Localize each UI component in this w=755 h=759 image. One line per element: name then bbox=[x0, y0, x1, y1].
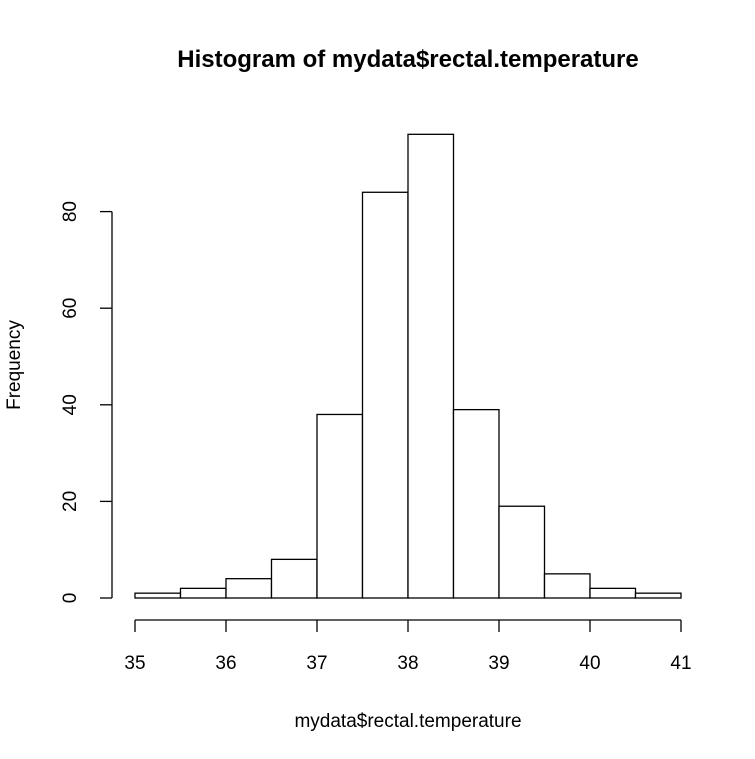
x-tick-label: 38 bbox=[397, 653, 418, 674]
y-tick-label: 80 bbox=[60, 201, 81, 222]
histogram-bar-3 bbox=[225, 578, 273, 599]
x-tick-label: 36 bbox=[215, 653, 236, 674]
x-axis-title: mydata$rectal.temperature bbox=[294, 711, 521, 732]
bars-group bbox=[134, 133, 682, 599]
y-tick-label: 0 bbox=[60, 593, 81, 604]
histogram-bar-6 bbox=[361, 191, 409, 599]
x-tick-label: 40 bbox=[579, 653, 600, 674]
y-tick-label: 60 bbox=[60, 298, 81, 319]
chart-title: Histogram of mydata$rectal.temperature bbox=[177, 46, 638, 73]
histogram-bar-10 bbox=[543, 573, 591, 599]
x-tick-label: 37 bbox=[306, 653, 327, 674]
histogram-bar-11 bbox=[589, 587, 637, 599]
histogram-bar-2 bbox=[179, 587, 227, 599]
histogram-bar-8 bbox=[452, 408, 500, 599]
histogram-bar-5 bbox=[316, 413, 364, 599]
histogram-bar-4 bbox=[270, 558, 318, 599]
y-axis: 0 20 40 60 80 bbox=[60, 201, 113, 604]
y-axis-title: Frequency bbox=[4, 320, 25, 410]
x-tick-label: 39 bbox=[488, 653, 509, 674]
x-axis: 35 36 37 38 39 40 41 bbox=[124, 619, 692, 674]
histogram-bar-1 bbox=[134, 592, 182, 599]
x-tick-label: 41 bbox=[670, 653, 691, 674]
histogram-bar-12 bbox=[634, 592, 682, 599]
histogram-bar-7 bbox=[407, 133, 455, 599]
y-tick-label: 40 bbox=[60, 394, 81, 415]
y-tick-label: 20 bbox=[60, 491, 81, 512]
histogram-bar-9 bbox=[498, 505, 546, 599]
x-tick-label: 35 bbox=[124, 653, 145, 674]
